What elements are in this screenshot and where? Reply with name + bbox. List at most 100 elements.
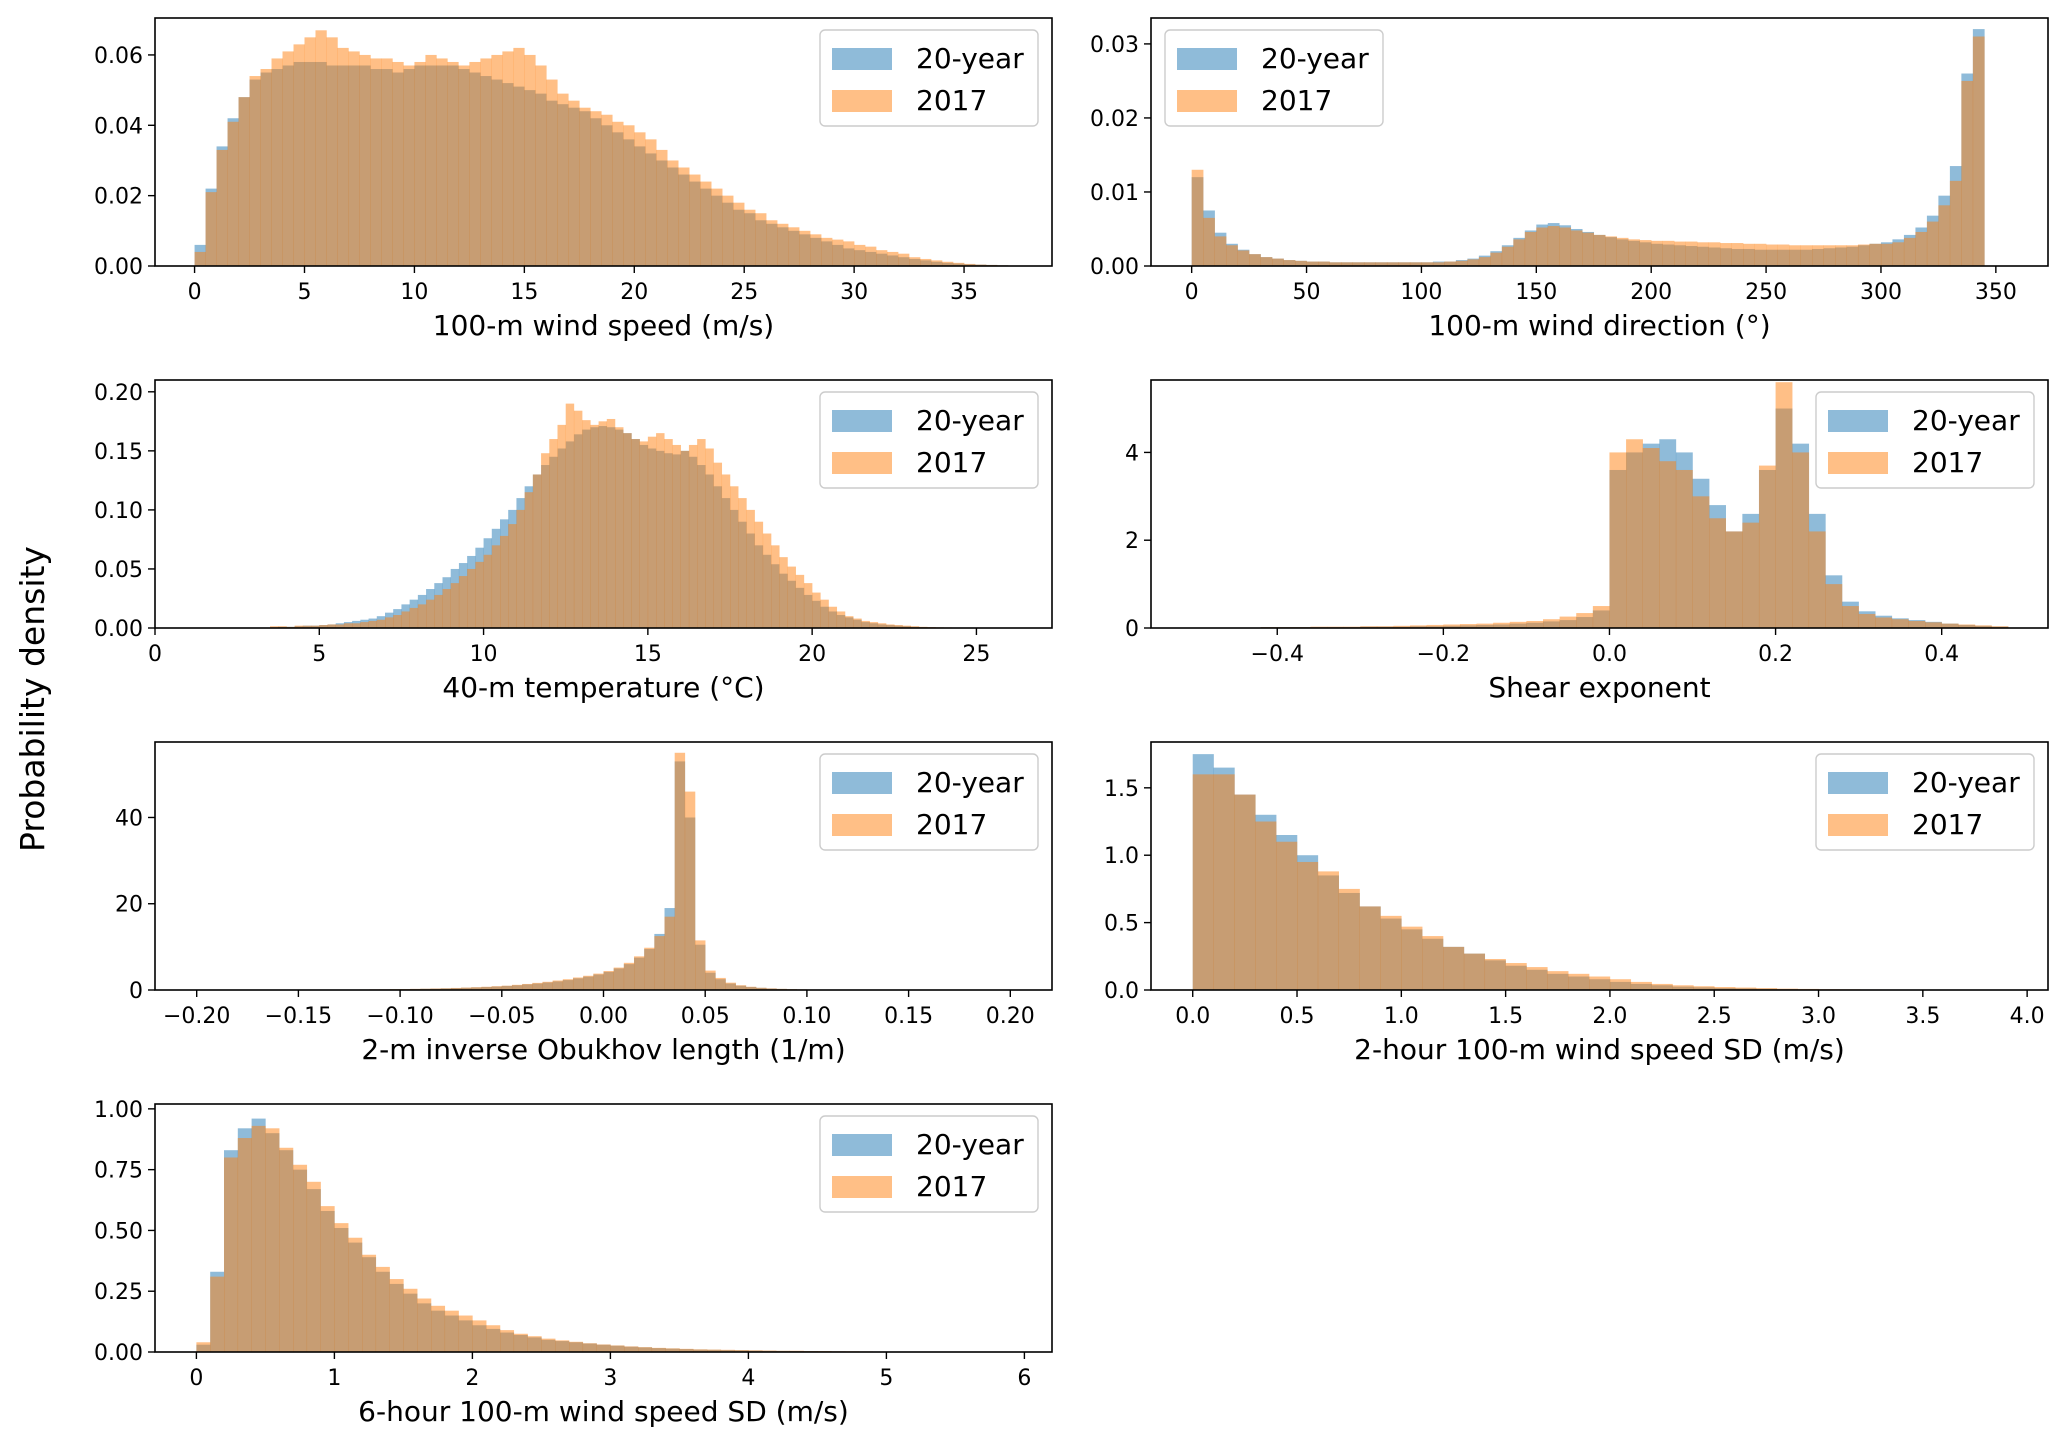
panel-3: 0 5 10 15 20 25 0.00 0.05 0.10 0.15 0.20 40-m tempe… [94,379,1053,704]
bar [674,752,686,990]
bar [527,1336,542,1352]
bar [1974,625,1992,628]
bar [1582,232,1595,266]
legend-label: 20-year [916,766,1024,799]
bar [1630,981,1652,990]
bar [1742,522,1760,628]
bar [293,1164,308,1352]
bar [1754,243,1767,266]
bar [820,599,829,628]
bar [1609,979,1632,990]
bar [1317,871,1339,990]
bar [1777,244,1790,266]
bar [557,93,569,266]
bar [582,1343,597,1352]
bar [1255,821,1277,990]
legend-swatch [832,48,892,70]
legend-swatch [832,814,892,836]
bar [426,599,435,628]
x-tick-label: 15 [634,642,662,667]
bar [475,561,484,628]
bar [610,1345,625,1352]
x-tick-label: 6 [1017,1366,1031,1391]
bar [414,61,426,266]
bar [1547,226,1560,266]
bar [1835,245,1847,266]
bar [1459,624,1477,628]
bar [1386,262,1399,266]
legend-swatch [832,452,892,474]
y-ticks: 0.00 0.25 0.50 0.75 1.00 [94,1098,155,1366]
x-tick-label: 5 [879,1366,893,1391]
bar [306,1181,321,1352]
bar [249,76,261,266]
panel-4: −0.4 −0.2 0.0 0.2 0.4 0 2 4 Shear exponent 20-yea… [1125,379,2049,704]
bar [1203,217,1215,266]
x-tick-label: 0.10 [782,1004,831,1029]
y-tick-label: 1.0 [1104,844,1139,869]
bar [631,439,640,628]
bar [1692,496,1710,628]
x-tick-label: 150 [1515,280,1557,305]
x-tick-label: 15 [510,280,538,305]
bar [1401,926,1423,990]
bar [920,258,932,266]
legend-label: 2017 [916,1170,987,1203]
bar [1192,774,1214,990]
legend: 20-year 2017 [819,391,1039,489]
bar [1642,448,1660,628]
bar [532,982,543,990]
x-axis-label: 6-hour 100-m wind speed SD (m/s) [358,1395,849,1428]
bar [705,448,714,628]
bar [1444,261,1457,266]
legend-label: 20-year [916,42,1024,75]
bar [541,1338,556,1352]
bar [375,1266,390,1352]
axes-frame [154,379,1053,629]
bar [271,58,283,266]
bar [511,984,523,990]
bar [302,625,312,628]
bar [205,192,217,266]
bar [1249,254,1261,266]
bars-group [196,752,1011,990]
bar [278,626,287,628]
bar [1825,584,1843,628]
bars-group [270,403,1026,628]
bar [1626,439,1643,628]
bar [1338,888,1360,990]
bar [469,61,481,266]
legend-swatch [832,1176,892,1198]
bar [1758,465,1776,628]
bar [603,971,614,990]
bar [458,576,468,628]
y-tick-label: 0.00 [94,617,143,642]
y-tick-label: 0.00 [94,255,143,280]
bar [845,616,854,628]
bar [392,61,404,266]
panel-5: −0.20 −0.15 −0.10 −0.05 0.00 0.05 0.10 0.15 0.20… [115,741,1053,1066]
bar [1329,262,1342,266]
bar [1903,237,1916,266]
bar [725,982,736,990]
bar [1478,257,1491,266]
bar [1493,622,1511,628]
bar [1421,262,1434,266]
panel-7: 0 1 2 3 4 5 6 0.00 0.25 0.50 0.75 1.00 6-hour 100-m … [94,1098,1053,1428]
bar [304,37,316,266]
bar [326,37,338,266]
bar [836,611,846,628]
bar [1509,621,1527,628]
bar [613,967,625,990]
bar [282,51,294,266]
bar [425,54,437,266]
y-ticks: 0.00 0.05 0.10 0.15 0.20 [94,381,155,642]
bar [417,1298,432,1352]
bar [1432,262,1445,266]
x-tick-label: 20 [798,642,826,667]
bar [1926,221,1939,266]
bar [1674,241,1686,266]
bar [656,149,668,266]
bar [376,619,386,628]
bar [1380,915,1402,990]
